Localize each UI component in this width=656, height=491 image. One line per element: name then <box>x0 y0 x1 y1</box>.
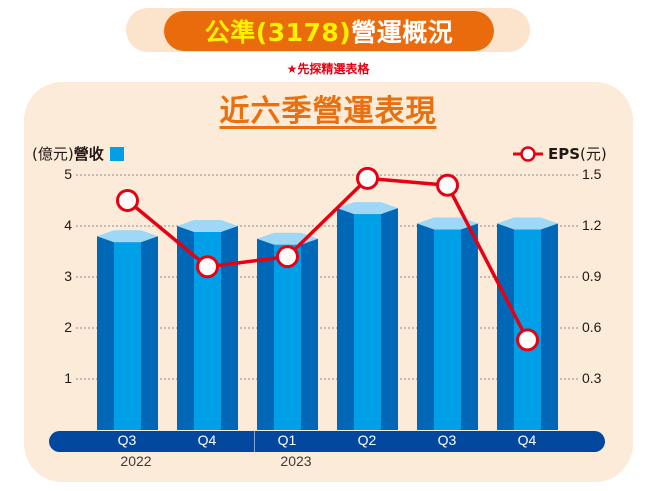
revenue-bars <box>97 202 558 430</box>
x-tick-label: Q2 <box>357 432 377 448</box>
y-left-tick: 2 <box>64 319 72 335</box>
header-title-company: 公準(3178) <box>204 18 352 47</box>
eps-polyline <box>126 176 530 341</box>
year-label: 2022 <box>120 453 152 469</box>
bar-top-cap <box>97 230 158 243</box>
legend-revenue-label: 營收 <box>73 145 104 163</box>
eps-marker <box>116 189 139 212</box>
chart-title: 近六季營運表現 <box>219 94 437 129</box>
x-tick-label: Q4 <box>517 432 537 448</box>
legend-eps-unit: (元) <box>580 145 607 163</box>
y-left-tick: 1 <box>64 370 72 386</box>
header-title-suffix: 營運概況 <box>351 18 454 47</box>
revenue-bar <box>97 230 158 430</box>
subtitle: ★先探精選表格 <box>286 62 370 76</box>
y-right-tick: 1.2 <box>582 217 602 233</box>
bar-top-cap <box>417 217 478 230</box>
y-right-tick: 0.9 <box>582 268 602 284</box>
legend-revenue: (億元) 營收 <box>32 143 124 164</box>
legend-eps-label: EPS <box>548 144 581 163</box>
legend-eps: EPS (元) <box>512 143 607 164</box>
eps-marker <box>276 245 299 269</box>
year-divider <box>254 431 255 452</box>
x-tick-label: Q3 <box>117 432 137 448</box>
y-right-tick: 1.5 <box>582 166 602 182</box>
bar-top-cap <box>177 220 238 232</box>
y-right-tick: 0.3 <box>582 370 602 386</box>
legend-eps-marker-icon <box>513 145 543 162</box>
eps-marker <box>356 166 379 190</box>
y-left-tick: 3 <box>64 268 72 284</box>
bar-top-cap <box>497 217 558 230</box>
revenue-bar <box>497 217 558 430</box>
x-tick-label: Q1 <box>277 432 297 448</box>
legend-revenue-unit: (億元) <box>32 145 74 163</box>
eps-marker <box>436 173 459 197</box>
y-right-tick: 0.6 <box>582 319 602 335</box>
y-left-tick: 5 <box>64 166 72 182</box>
x-tick-label: Q3 <box>437 432 457 448</box>
bar-top-cap <box>337 202 398 215</box>
eps-marker <box>516 328 539 352</box>
y-left-tick: 4 <box>64 217 72 233</box>
eps-marker <box>196 255 219 279</box>
revenue-bar <box>257 232 318 430</box>
x-axis-bar <box>49 431 605 452</box>
revenue-bar <box>177 220 238 430</box>
legend-revenue-swatch-icon <box>109 146 124 161</box>
year-label: 2023 <box>280 453 312 469</box>
x-tick-label: Q4 <box>197 432 217 448</box>
header-title: 公準(3178) 營運概況 <box>164 11 494 51</box>
revenue-bar <box>337 202 398 430</box>
revenue-bar <box>417 217 478 430</box>
eps-line <box>116 166 539 352</box>
